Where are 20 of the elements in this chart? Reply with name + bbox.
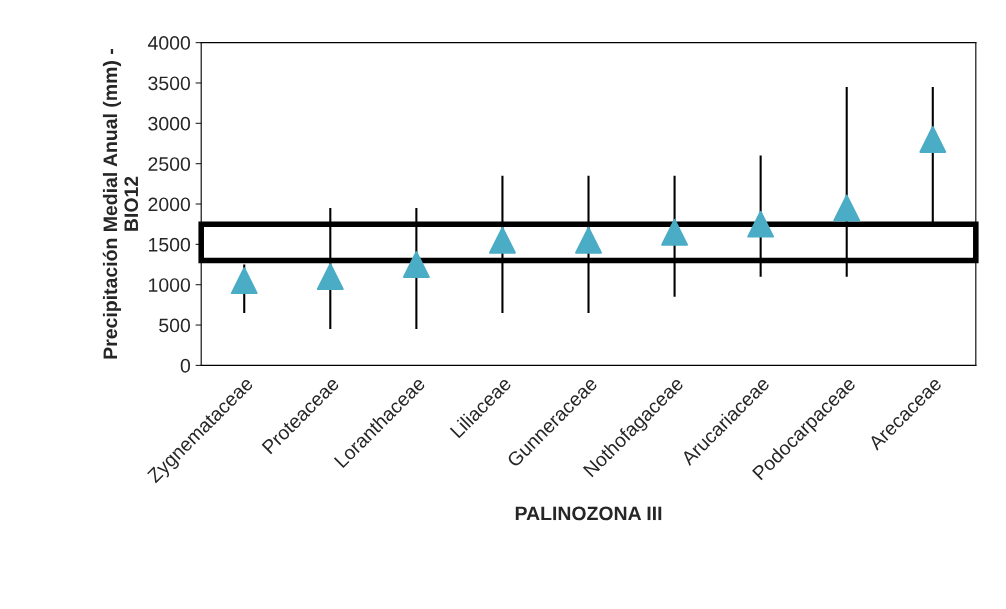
y-tick-label: 3500	[148, 76, 191, 91]
y-tick-label: 1000	[149, 278, 191, 292]
y-tick-label: 2500	[148, 157, 191, 171]
point	[919, 126, 947, 153]
point	[230, 267, 258, 295]
point	[833, 194, 861, 222]
y-tick-label: 500	[159, 318, 191, 333]
y-tick-label: 1500	[149, 237, 191, 252]
y-axis-title: Precipitación Medial Anual (mm) - BIO12	[102, 49, 139, 359]
y-tick-label: 2000	[148, 197, 191, 212]
point	[316, 263, 344, 291]
y-tick-label: 0	[180, 358, 191, 373]
point	[402, 251, 430, 278]
y-tick-label: 3000	[148, 116, 191, 131]
y-tick-label: 4000	[147, 36, 191, 50]
point	[661, 218, 688, 246]
point	[575, 226, 602, 254]
x-axis-title: PALINOZONA III	[515, 506, 662, 521]
point	[747, 210, 775, 238]
point	[489, 226, 516, 254]
